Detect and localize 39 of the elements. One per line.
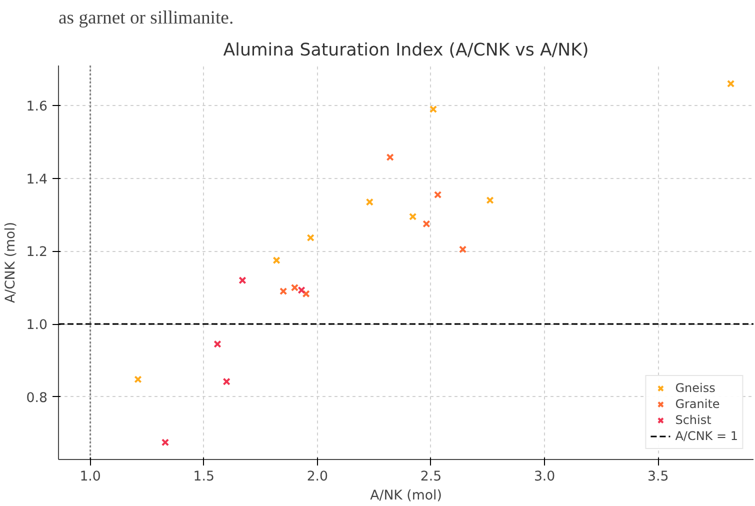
point <box>302 290 310 298</box>
x-tick-label: 2.0 <box>306 470 328 484</box>
x-axis-title: A/NK (mol) <box>370 488 442 504</box>
point <box>408 212 417 220</box>
y-tick-label: 1.4 <box>26 172 48 188</box>
point <box>486 196 494 204</box>
y-tick-label: 1.6 <box>26 100 48 115</box>
point <box>222 378 230 386</box>
point <box>422 220 430 228</box>
point <box>458 246 467 254</box>
point <box>290 284 299 292</box>
point <box>386 153 394 162</box>
point <box>280 287 288 296</box>
y-tick-label: 0.8 <box>26 390 48 406</box>
x-tick-label: 3.5 <box>648 470 669 484</box>
chart-title: Alumina Saturation Index (A/CNK vs A/NK) <box>223 40 589 60</box>
point <box>134 376 142 384</box>
point <box>434 190 442 199</box>
text: as garnet or sillimanite. <box>58 8 234 28</box>
legend-label: A/CNK = 1 <box>675 429 738 443</box>
x-tick-label: 1.0 <box>80 470 101 484</box>
point <box>161 438 170 446</box>
y-tick-label: 1.0 <box>26 318 48 334</box>
point <box>429 105 438 114</box>
point <box>726 80 735 88</box>
point <box>366 198 374 206</box>
y-tick-label: 1.2 <box>26 245 48 260</box>
x-tick-label: 1.5 <box>193 470 214 484</box>
y-axis-title: A/CNK (mol) <box>3 222 18 304</box>
legend-label: Gneiss <box>675 381 716 395</box>
legend-label: Schist <box>675 413 712 427</box>
legend-label: Granite <box>675 397 720 411</box>
x-tick-label: 2.5 <box>420 470 442 484</box>
point <box>238 276 246 284</box>
x-tick-label: 3.0 <box>534 470 556 484</box>
point <box>298 286 306 294</box>
point <box>272 256 280 264</box>
point <box>306 234 314 242</box>
point <box>214 340 222 348</box>
